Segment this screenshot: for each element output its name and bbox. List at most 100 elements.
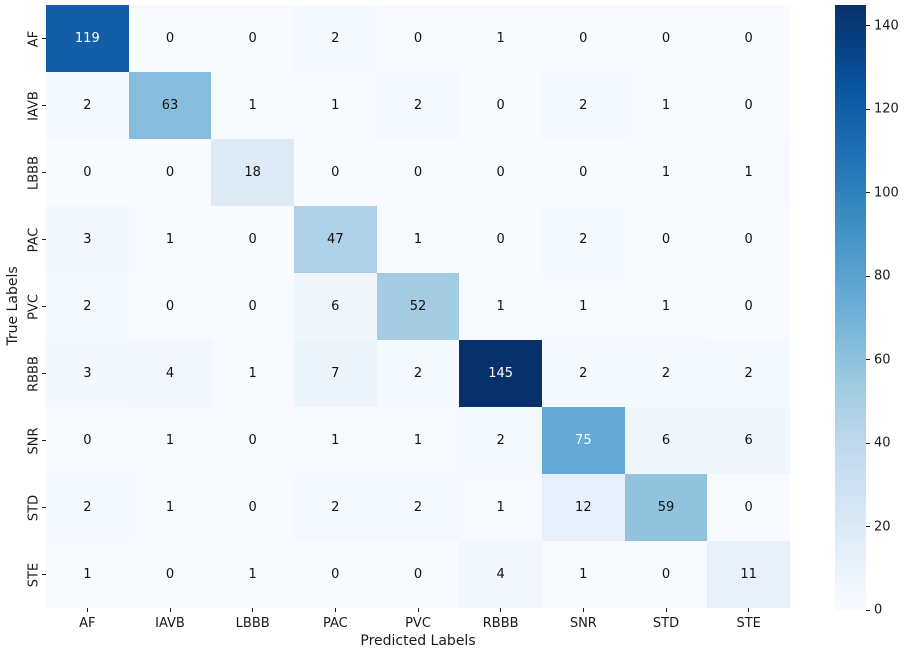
heatmap-cell-AF-PVC: 0: [376, 5, 460, 72]
colorbar-tick-mark: [866, 192, 870, 194]
heatmap-cell-SNR-SNR: 75: [541, 407, 625, 474]
colorbar-tick-label-140: 140: [874, 18, 899, 34]
heatmap-cell-STE-STD: 0: [624, 541, 708, 608]
heatmap-cell-IAVB-STD: 1: [624, 72, 708, 139]
heatmap-cell-SNR-PVC: 1: [376, 407, 460, 474]
heatmap-cell-SNR-STE: 6: [707, 407, 790, 474]
heatmap-cell-PAC-AF: 3: [46, 206, 129, 273]
heatmap-cell-RBBB-IAVB: 4: [128, 340, 212, 407]
heatmap-cell-LBBB-AF: 0: [46, 139, 129, 206]
colorbar-tick-mark: [866, 275, 870, 277]
y-tick-mark: [42, 172, 46, 173]
heatmap-cell-PVC-RBBB: 1: [459, 273, 542, 340]
heatmap-cell-IAVB-LBBB: 1: [211, 72, 294, 139]
heatmap-cell-LBBB-IAVB: 0: [128, 139, 212, 206]
colorbar-tick-label-80: 80: [874, 268, 891, 284]
heatmap-cell-PAC-RBBB: 0: [459, 206, 542, 273]
heatmap-cell-STE-IAVB: 0: [128, 541, 212, 608]
y-tick-mark: [42, 507, 46, 508]
x-tick-label-PVC: PVC: [405, 616, 431, 631]
x-tick-label-RBBB: RBBB: [482, 616, 519, 631]
heatmap-cell-STE-AF: 1: [46, 541, 129, 608]
heatmap-cell-PVC-AF: 2: [46, 273, 129, 340]
y-tick-label-STD: STD: [26, 494, 42, 521]
heatmap-cell-AF-LBBB: 0: [211, 5, 294, 72]
x-tick-label-STD: STD: [652, 616, 680, 631]
heatmap-cell-LBBB-SNR: 0: [541, 139, 625, 206]
heatmap-cell-PVC-IAVB: 0: [128, 273, 212, 340]
x-tick-mark: [334, 608, 336, 612]
heatmap-cell-AF-SNR: 0: [541, 5, 625, 72]
heatmap-cell-IAVB-IAVB: 63: [128, 72, 212, 139]
colorbar-tick-label-40: 40: [874, 435, 891, 451]
colorbar-tick-mark: [866, 359, 870, 361]
heatmap-cell-STE-PVC: 0: [376, 541, 460, 608]
heatmap-cell-AF-STE: 0: [707, 5, 790, 72]
colorbar-tick-label-60: 60: [874, 352, 891, 368]
heatmap-cell-IAVB-PAC: 1: [293, 72, 377, 139]
heatmap-cell-SNR-RBBB: 2: [459, 407, 542, 474]
y-tick-label-PAC: PAC: [26, 227, 42, 252]
colorbar: [835, 5, 866, 610]
heatmap-cell-PAC-STD: 0: [624, 206, 708, 273]
y-tick-mark: [42, 105, 46, 106]
heatmap-cell-STD-PVC: 2: [376, 474, 460, 541]
x-tick-mark: [252, 608, 254, 612]
heatmap-cell-RBBB-SNR: 2: [541, 340, 625, 407]
heatmap-cell-STD-RBBB: 1: [459, 474, 542, 541]
heatmap-cell-PVC-SNR: 1: [541, 273, 625, 340]
colorbar-tick-label-100: 100: [874, 185, 899, 201]
heatmap-cell-RBBB-STD: 2: [624, 340, 708, 407]
heatmap-cell-RBBB-RBBB: 145: [459, 340, 542, 407]
colorbar-tick-mark: [866, 108, 870, 110]
heatmap-cell-SNR-PAC: 1: [293, 407, 377, 474]
x-tick-label-IAVB: IAVB: [155, 616, 185, 631]
heatmap-cell-PVC-STD: 1: [624, 273, 708, 340]
heatmap-cell-AF-STD: 0: [624, 5, 708, 72]
heatmap-cell-SNR-AF: 0: [46, 407, 129, 474]
y-tick-mark: [42, 574, 46, 575]
colorbar-tick-mark: [866, 609, 870, 611]
heatmap-cell-LBBB-LBBB: 18: [211, 139, 294, 206]
heatmap-grid: 119 0 0 2 0 1 0 0 0 2 63 1 1 2 0 2 1 0 0 0 18 0 0 0 0 1 1 3 1 0 47 1 0 2 0…: [46, 5, 790, 608]
x-tick-mark: [665, 608, 667, 612]
heatmap-cell-STD-STD: 59: [624, 474, 708, 541]
heatmap-cell-STE-STE: 11: [707, 541, 790, 608]
x-axis-title: Predicted Labels: [360, 633, 476, 649]
heatmap-cell-IAVB-AF: 2: [46, 72, 129, 139]
x-tick-mark: [417, 608, 419, 612]
y-tick-mark: [42, 373, 46, 374]
y-tick-label-LBBB: LBBB: [26, 155, 42, 190]
heatmap-cell-STD-SNR: 12: [541, 474, 625, 541]
heatmap-cell-STE-RBBB: 4: [459, 541, 542, 608]
heatmap-cell-LBBB-STE: 1: [707, 139, 790, 206]
heatmap-cell-STD-IAVB: 1: [128, 474, 212, 541]
heatmap-cell-STD-LBBB: 0: [211, 474, 294, 541]
heatmap-cell-STE-SNR: 1: [541, 541, 625, 608]
y-tick-label-PVC: PVC: [26, 293, 42, 320]
heatmap-cell-AF-AF: 119: [46, 5, 129, 72]
heatmap-cell-PVC-STE: 0: [707, 273, 790, 340]
y-tick-mark: [42, 239, 46, 240]
heatmap-cell-PAC-PVC: 1: [376, 206, 460, 273]
heatmap-cell-SNR-IAVB: 1: [128, 407, 212, 474]
heatmap-cell-RBBB-PAC: 7: [293, 340, 377, 407]
heatmap-cell-PAC-PAC: 47: [293, 206, 377, 273]
heatmap-cell-AF-PAC: 2: [293, 5, 377, 72]
x-tick-label-SNR: SNR: [569, 616, 597, 631]
heatmap-cell-STE-LBBB: 1: [211, 541, 294, 608]
x-tick-mark: [169, 608, 171, 612]
heatmap-cell-PAC-STE: 0: [707, 206, 790, 273]
x-tick-mark: [748, 608, 750, 612]
heatmap-cell-RBBB-STE: 2: [707, 340, 790, 407]
heatmap-cell-STE-PAC: 0: [293, 541, 377, 608]
x-tick-label-AF: AF: [79, 616, 96, 631]
heatmap-cell-PAC-SNR: 2: [541, 206, 625, 273]
heatmap-cell-LBBB-STD: 1: [624, 139, 708, 206]
heatmap-cell-STD-PAC: 2: [293, 474, 377, 541]
colorbar-tick-mark: [866, 25, 870, 27]
colorbar-tick-label-0: 0: [874, 602, 883, 618]
x-tick-label-PAC: PAC: [322, 616, 348, 631]
y-tick-label-SNR: SNR: [26, 426, 42, 455]
